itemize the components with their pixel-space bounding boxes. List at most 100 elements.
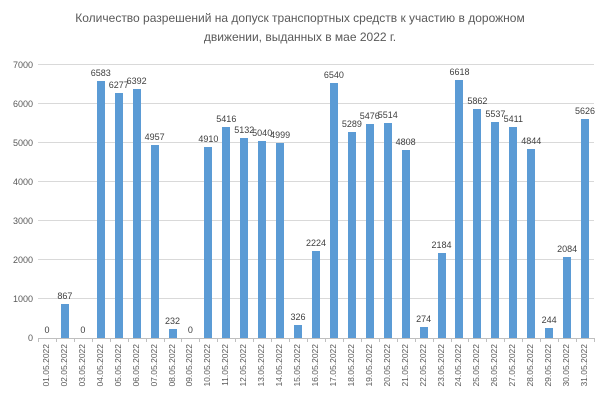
bar bbox=[473, 109, 482, 338]
bar-value-label: 5289 bbox=[341, 119, 362, 129]
x-axis-tick bbox=[576, 338, 578, 342]
bar-value-label: 6392 bbox=[126, 76, 147, 86]
bar-value-label: 0 bbox=[187, 325, 193, 335]
x-axis-tick bbox=[145, 338, 147, 342]
x-axis-label: 14.05.2022 bbox=[274, 344, 285, 387]
x-axis-tick bbox=[468, 338, 470, 342]
x-axis-tick bbox=[342, 338, 344, 342]
bar bbox=[258, 141, 267, 338]
bar bbox=[563, 257, 572, 338]
bar-value-label: 5040 bbox=[252, 128, 273, 138]
y-axis-tick-label: 1000 bbox=[12, 294, 33, 304]
x-axis-label: 10.05.2022 bbox=[202, 344, 213, 387]
bar bbox=[365, 124, 374, 338]
x-axis-tick bbox=[38, 338, 39, 342]
bar-value-label: 0 bbox=[80, 325, 86, 335]
x-axis-label: 19.05.2022 bbox=[363, 344, 374, 387]
bar bbox=[455, 80, 464, 338]
bar-value-label: 5476 bbox=[359, 111, 380, 121]
x-axis-label: 07.05.2022 bbox=[148, 344, 159, 387]
x-axis-tick bbox=[109, 338, 111, 342]
bar-value-label: 4999 bbox=[270, 130, 291, 140]
gridline bbox=[38, 142, 594, 143]
gridline bbox=[38, 220, 594, 221]
x-axis-tick bbox=[504, 338, 506, 342]
bar-value-label: 2184 bbox=[431, 240, 452, 250]
x-axis-label: 30.05.2022 bbox=[561, 344, 572, 387]
bar bbox=[204, 147, 213, 338]
x-axis-tick bbox=[594, 338, 595, 342]
x-axis-label: 08.05.2022 bbox=[166, 344, 177, 387]
x-axis-label: 27.05.2022 bbox=[507, 344, 518, 387]
x-axis-label: 01.05.2022 bbox=[40, 344, 51, 387]
bar bbox=[401, 150, 410, 338]
bar bbox=[545, 328, 554, 338]
bar bbox=[491, 122, 500, 338]
bar bbox=[329, 83, 338, 338]
y-axis-tick-label: 5000 bbox=[12, 138, 33, 148]
bar bbox=[150, 145, 159, 338]
x-axis-label: 15.05.2022 bbox=[292, 344, 303, 387]
bar bbox=[383, 123, 392, 338]
bar bbox=[312, 251, 320, 338]
bar-value-label: 5626 bbox=[575, 106, 596, 116]
bar bbox=[347, 132, 356, 338]
x-axis-tick bbox=[235, 338, 237, 342]
bar bbox=[294, 325, 303, 338]
bar bbox=[240, 138, 249, 338]
x-axis-tick bbox=[378, 338, 380, 342]
x-axis-label: 20.05.2022 bbox=[381, 344, 392, 387]
bar bbox=[168, 329, 177, 338]
x-axis-tick bbox=[55, 338, 57, 342]
x-axis-label: 29.05.2022 bbox=[543, 344, 554, 387]
bar-value-label: 6583 bbox=[90, 68, 111, 78]
bar-value-label: 5514 bbox=[377, 110, 398, 120]
x-axis-tick bbox=[217, 338, 219, 342]
x-axis-label: 12.05.2022 bbox=[238, 344, 249, 387]
x-axis-tick bbox=[73, 338, 75, 342]
y-axis-tick-label: 6000 bbox=[12, 99, 33, 109]
x-axis-label: 03.05.2022 bbox=[76, 344, 87, 387]
chart-title: Количество разрешений на допуск транспор… bbox=[75, 11, 525, 44]
bar-value-label: 326 bbox=[290, 312, 306, 322]
x-axis-tick bbox=[522, 338, 524, 342]
bar-value-label: 4844 bbox=[521, 136, 542, 146]
x-axis-label: 06.05.2022 bbox=[130, 344, 141, 387]
bar-value-label: 244 bbox=[541, 315, 557, 325]
x-axis-label: 22.05.2022 bbox=[417, 344, 428, 387]
x-axis-tick bbox=[271, 338, 273, 342]
x-axis-tick bbox=[199, 338, 201, 342]
bar-value-label: 274 bbox=[416, 314, 432, 324]
x-axis-tick bbox=[324, 338, 326, 342]
bar-value-label: 6277 bbox=[108, 80, 129, 90]
x-axis-tick bbox=[307, 338, 309, 342]
x-axis-label: 25.05.2022 bbox=[471, 344, 482, 387]
x-axis-label: 21.05.2022 bbox=[399, 344, 410, 387]
y-axis-tick-label: 2000 bbox=[12, 255, 33, 265]
bar-value-label: 0 bbox=[44, 325, 50, 335]
x-axis-tick bbox=[486, 338, 488, 342]
bar bbox=[132, 89, 141, 338]
x-axis-tick bbox=[127, 338, 129, 342]
x-axis-tick bbox=[91, 338, 93, 342]
bar-value-label: 4910 bbox=[198, 134, 219, 144]
x-axis-tick bbox=[396, 338, 398, 342]
bar-value-label: 6540 bbox=[323, 70, 344, 80]
x-axis-tick bbox=[558, 338, 560, 342]
bar bbox=[222, 127, 231, 338]
bar bbox=[114, 93, 123, 338]
x-axis-tick bbox=[450, 338, 452, 342]
bar bbox=[437, 253, 446, 338]
x-axis-label: 31.05.2022 bbox=[579, 344, 590, 387]
gridline bbox=[38, 64, 594, 65]
x-axis-label: 16.05.2022 bbox=[310, 344, 320, 387]
x-axis-label: 26.05.2022 bbox=[489, 344, 500, 387]
bar-value-label: 5411 bbox=[503, 114, 523, 124]
x-axis-tick bbox=[253, 338, 255, 342]
bar bbox=[96, 81, 105, 338]
x-axis-tick bbox=[181, 338, 183, 342]
bar bbox=[509, 127, 518, 338]
bar-value-label: 2084 bbox=[557, 244, 578, 254]
x-axis-label: 05.05.2022 bbox=[112, 344, 123, 387]
